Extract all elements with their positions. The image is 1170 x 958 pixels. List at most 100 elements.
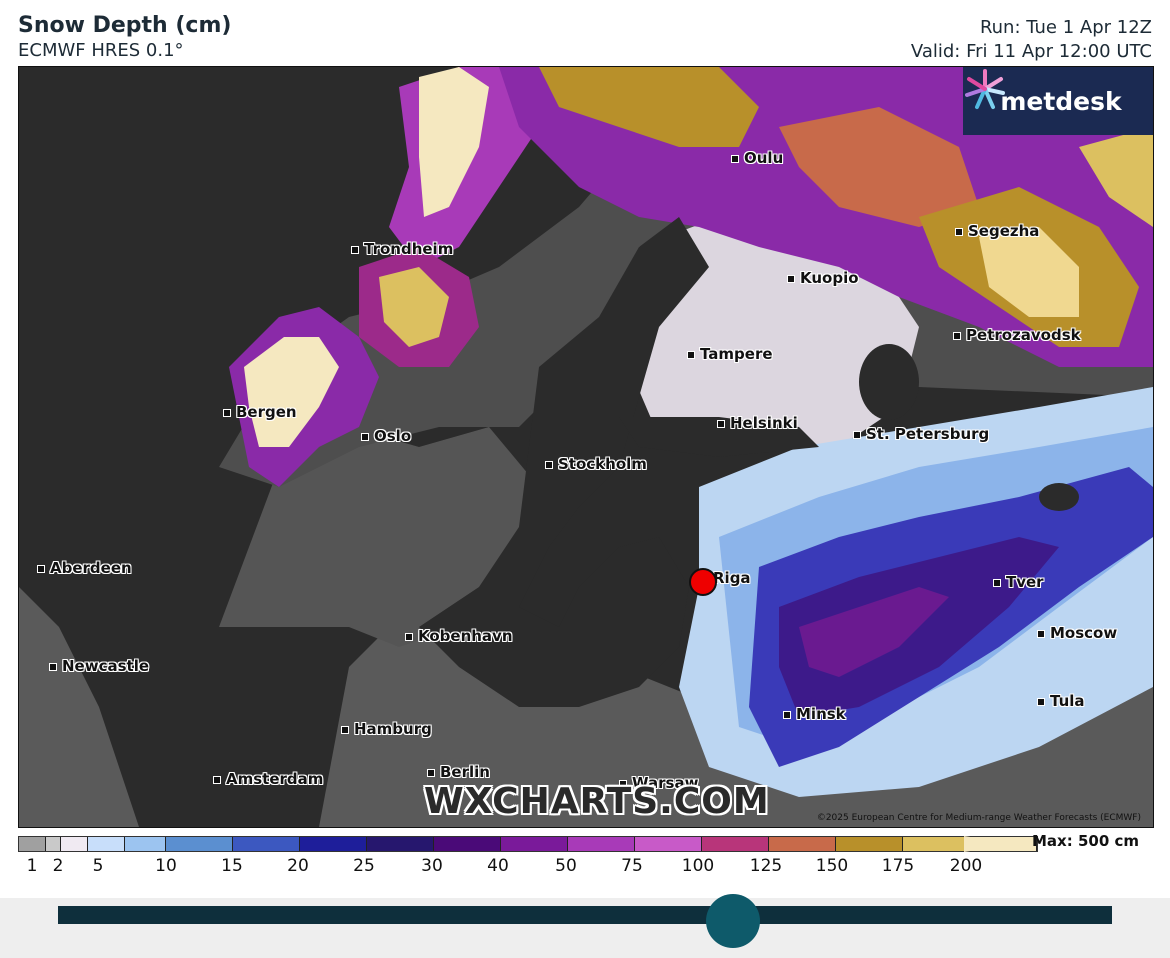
colorbar-segment: [233, 837, 300, 851]
colorbar-segment: [568, 837, 635, 851]
city-dot: [731, 154, 739, 163]
colorbar-segment: [367, 837, 434, 851]
city-st-petersburg: St. Petersburg: [853, 425, 989, 443]
logo-text: metdesk: [1000, 86, 1122, 116]
city-dot: [223, 408, 231, 417]
city-petrozavodsk: Petrozavodsk: [953, 326, 1081, 344]
colorbar-tick-label: 200: [949, 856, 983, 876]
colorbar-segment: [769, 837, 836, 851]
city-helsinki: Helsinki: [717, 414, 798, 432]
city-minsk: Minsk: [783, 705, 846, 723]
colorbar-tick-label: 30: [421, 856, 443, 876]
city-dot: [783, 710, 791, 719]
colorbar-ticks: 1 2 5 10 15 20 25 30 40 50 75 100 125 150 175 200: [18, 852, 1038, 876]
city-newcastle: Newcastle: [49, 657, 149, 675]
city-dot: [361, 432, 369, 441]
city-dot: [619, 779, 627, 788]
colorbar-segment: [300, 837, 367, 851]
city-aberdeen: Aberdeen: [37, 559, 132, 577]
colorbar-segment: [434, 837, 501, 851]
colorbar-tick-label: 175: [881, 856, 915, 876]
header-left: Snow Depth (cm) ECMWF HRES 0.1°: [18, 12, 231, 62]
city-dot: [213, 775, 221, 784]
city-riga: Riga: [713, 569, 751, 587]
chart-title: Snow Depth (cm): [18, 13, 232, 38]
city-dot: [545, 460, 553, 469]
colorbar-tick-label: 40: [487, 856, 509, 876]
selected-location-marker[interactable]: [689, 568, 717, 596]
colorbar-tick-label: 125: [749, 856, 783, 876]
colorbar-tick-label: 150: [815, 856, 849, 876]
colorbar-segment: [635, 837, 702, 851]
city-dot: [717, 419, 725, 428]
city-berlin: Berlin: [427, 763, 490, 781]
city-trondheim: Trondheim: [351, 240, 453, 258]
watermark: WXCHARTS.COM: [424, 781, 770, 822]
colorbar-segment: [125, 837, 166, 851]
colorbar-segment: [46, 837, 61, 851]
colorbar-segment: [903, 837, 970, 851]
metdesk-logo: metdesk: [963, 67, 1153, 135]
city-segezha: Segezha: [955, 222, 1039, 240]
colorbar-tick-label: 15: [221, 856, 243, 876]
colorbar-tick-label: 1: [26, 856, 38, 876]
colorbar-segment: [501, 837, 568, 851]
city-kobenhavn: Kobenhavn: [405, 627, 513, 645]
city-dot: [405, 632, 413, 641]
colorbar-segment: [702, 837, 769, 851]
colorbar-tick-label: 50: [555, 856, 577, 876]
colorbar-tick-label: 10: [155, 856, 177, 876]
valid-time: Valid: Fri 11 Apr 12:00 UTC: [910, 41, 1152, 62]
city-tver: Tver: [993, 573, 1044, 591]
snow-depth-map[interactable]: metdesk Oulu Trondheim Segezha Kuopio Pe…: [18, 66, 1154, 828]
colorbar-tick-label: 100: [681, 856, 715, 876]
city-dot: [953, 331, 961, 340]
colorbar-segment: [166, 837, 233, 851]
city-tula: Tula: [1037, 692, 1085, 710]
city-dot: [1037, 697, 1045, 706]
city-oulu: Oulu: [731, 149, 783, 167]
city-dot: [955, 227, 963, 236]
city-kuopio: Kuopio: [787, 269, 859, 287]
time-slider-area: [0, 894, 1170, 958]
city-dot: [993, 578, 1001, 587]
city-warsaw: Warsaw: [619, 774, 698, 792]
city-dot: [853, 430, 861, 439]
colorbar: [18, 836, 1038, 852]
metdesk-starburst-icon: [965, 69, 1005, 109]
city-hamburg: Hamburg: [341, 720, 432, 738]
colorbar-tick-label: 20: [287, 856, 309, 876]
city-dot: [787, 274, 795, 283]
city-dot: [341, 725, 349, 734]
run-time: Run: Tue 1 Apr 12Z: [979, 17, 1152, 38]
city-dot: [427, 768, 435, 777]
colorbar-segment: [19, 837, 46, 851]
colorbar-tick-label: 25: [353, 856, 375, 876]
city-moscow: Moscow: [1037, 624, 1117, 642]
city-dot: [49, 662, 57, 671]
city-oslo: Oslo: [361, 427, 411, 445]
colorbar-segment: [836, 837, 903, 851]
header-right: Run: Tue 1 Apr 12Z Valid: Fri 11 Apr 12:…: [911, 16, 1152, 64]
city-bergen: Bergen: [223, 403, 297, 421]
city-dot: [37, 564, 45, 573]
copyright-text: ©2025 European Centre for Medium-range W…: [816, 813, 1141, 823]
colorbar-max-label: Max: 500 cm: [1032, 832, 1139, 850]
colorbar-tick-label: 5: [92, 856, 104, 876]
model-name: ECMWF HRES 0.1°: [18, 40, 184, 61]
city-stockholm: Stockholm: [545, 455, 647, 473]
city-amsterdam: Amsterdam: [213, 770, 323, 788]
map-canvas: [19, 67, 1153, 827]
city-dot: [1037, 629, 1045, 638]
colorbar-segment: [61, 837, 88, 851]
city-tampere: Tampere: [687, 345, 773, 363]
time-slider-thumb[interactable]: [705, 894, 760, 948]
colorbar-max-arrow: [964, 836, 1014, 852]
city-dot: [351, 245, 359, 254]
time-slider-track[interactable]: [58, 894, 1112, 948]
city-dot: [687, 350, 695, 359]
colorbar-tick-label: 75: [621, 856, 643, 876]
colorbar-legend: 1 2 5 10 15 20 25 30 40 50 75 100 125 150 175 200: [18, 836, 1038, 876]
colorbar-tick-label: 2: [52, 856, 64, 876]
colorbar-segment: [88, 837, 125, 851]
